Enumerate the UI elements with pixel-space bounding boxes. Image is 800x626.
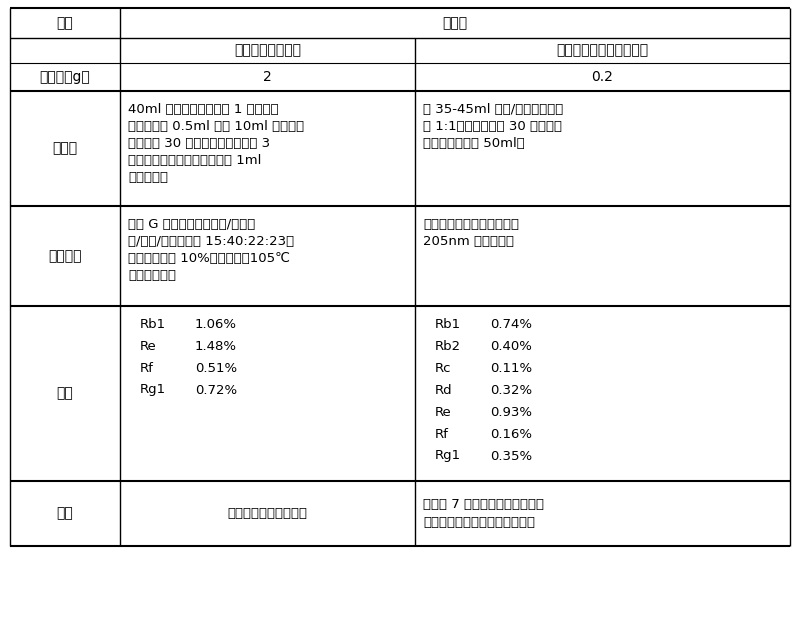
Text: 0.74%: 0.74% <box>490 317 532 331</box>
Text: 硅胶 G 薄层板以三氯甲烷/乙酸乙
酯/甲醇/水（体积比 15:40:22:23）
为展开剂，喷 10%硫酸乙醇，105℃
加热显色扫描: 硅胶 G 薄层板以三氯甲烷/乙酸乙 酯/甲醇/水（体积比 15:40:22:23… <box>128 218 294 282</box>
Text: 0.2: 0.2 <box>591 70 614 84</box>
Text: Rb2: Rb2 <box>435 339 461 352</box>
Text: 结果: 结果 <box>57 386 74 401</box>
Text: 特点: 特点 <box>57 506 74 520</box>
Text: 1.06%: 1.06% <box>195 317 237 331</box>
Text: 1.48%: 1.48% <box>195 339 237 352</box>
Text: 前处理: 前处理 <box>53 141 78 155</box>
Text: 0.40%: 0.40% <box>490 339 532 352</box>
Text: 2: 2 <box>263 70 272 84</box>
Text: 0.51%: 0.51% <box>195 361 237 374</box>
Text: 40ml 三氯甲烷加热回流 1 小时，去
除溶剂，加 0.5ml 水和 10ml 正丁醇，
超声提取 30 分钟。去除上清液加 3
倍氯试液摇匀，蒸干溶剂，用 : 40ml 三氯甲烷加热回流 1 小时，去 除溶剂，加 0.5ml 水和 10ml… <box>128 103 304 184</box>
Text: Rf: Rf <box>435 428 449 441</box>
Text: 0.72%: 0.72% <box>195 384 237 396</box>
Text: 乙腈和水梯度洗脱，在波长
205nm 处进行检测: 乙腈和水梯度洗脱，在波长 205nm 处进行检测 <box>423 218 519 248</box>
Text: Rg1: Rg1 <box>435 449 461 463</box>
Text: 仪器分析: 仪器分析 <box>48 249 82 263</box>
Text: 样品: 样品 <box>57 16 74 30</box>
Text: 袋泡茶: 袋泡茶 <box>442 16 467 30</box>
Text: Rf: Rf <box>140 361 154 374</box>
Text: Re: Re <box>435 406 452 419</box>
Text: Rb1: Rb1 <box>435 317 461 331</box>
Text: 0.93%: 0.93% <box>490 406 532 419</box>
Text: 0.11%: 0.11% <box>490 361 532 374</box>
Text: 一般的薄层色谱法: 一般的薄层色谱法 <box>234 43 301 58</box>
Text: 本发明的高效液相色谱法: 本发明的高效液相色谱法 <box>557 43 649 58</box>
Text: 背景干扰大，重复性差: 背景干扰大，重复性差 <box>227 507 307 520</box>
Text: Re: Re <box>140 339 157 352</box>
Text: 加 35-45ml 乙醇/水溶液（体积
比 1:1），超声提取 30 分钟，用
少量乙腈定容至 50ml。: 加 35-45ml 乙醇/水溶液（体积 比 1:1），超声提取 30 分钟，用 … <box>423 103 563 150</box>
Text: 称样量（g）: 称样量（g） <box>40 70 90 84</box>
Text: 0.32%: 0.32% <box>490 384 532 396</box>
Text: Rb1: Rb1 <box>140 317 166 331</box>
Text: Rg1: Rg1 <box>140 384 166 396</box>
Text: 0.16%: 0.16% <box>490 428 532 441</box>
Text: 可分离 7 种皂苷，干扰少，分离
度好。前处理简单，易于操作。: 可分离 7 种皂苷，干扰少，分离 度好。前处理简单，易于操作。 <box>423 498 544 528</box>
Text: Rc: Rc <box>435 361 451 374</box>
Text: 0.35%: 0.35% <box>490 449 532 463</box>
Text: Rd: Rd <box>435 384 453 396</box>
